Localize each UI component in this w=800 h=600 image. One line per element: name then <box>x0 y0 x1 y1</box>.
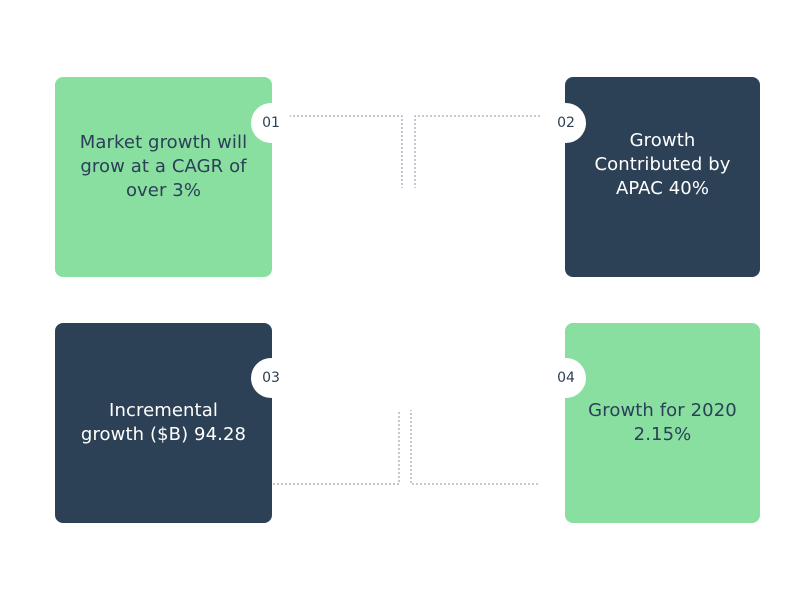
stat-card-apac-growth: Growth Contributed by APAC 40% <box>565 77 760 277</box>
stat-card-text: Market growth will grow at a CAGR of ove… <box>79 132 248 201</box>
step-number-badge: 01 <box>251 103 291 143</box>
stat-card-market-growth: Market growth will grow at a CAGR of ove… <box>55 77 272 277</box>
step-number-badge: 02 <box>546 103 586 143</box>
connector-bottom-right <box>410 410 538 485</box>
stat-card-text: Growth for 2020 2.15% <box>588 400 737 445</box>
connector-bottom-left <box>273 410 400 485</box>
connector-top-right <box>414 115 540 188</box>
stat-card-growth-2020: Growth for 2020 2.15% <box>565 323 760 523</box>
stat-card-incremental-growth: Incremental growth ($B) 94.28 <box>55 323 272 523</box>
stat-card-text: Incremental growth ($B) 94.28 <box>80 400 247 445</box>
stat-card-text: Growth Contributed by APAC 40% <box>594 130 731 199</box>
connector-top-left <box>281 115 403 188</box>
step-number-badge: 04 <box>546 358 586 398</box>
step-number-badge: 03 <box>251 358 291 398</box>
